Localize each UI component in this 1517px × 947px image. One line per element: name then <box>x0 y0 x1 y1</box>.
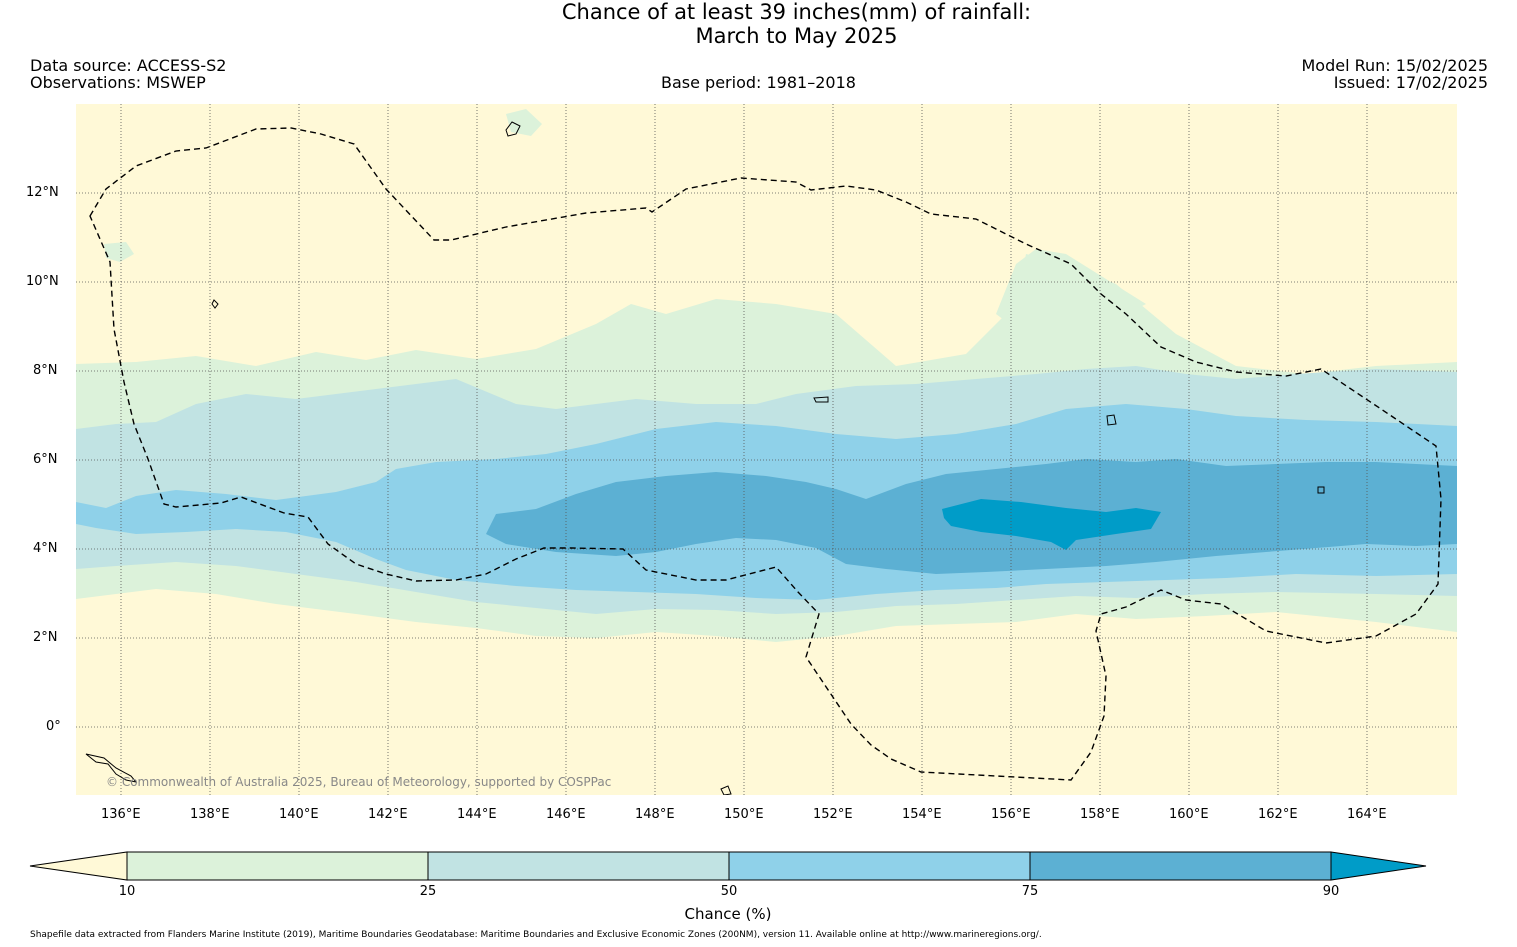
lon-tick-138e: 138°E <box>190 807 230 822</box>
island-guam <box>505 121 521 137</box>
colorbar-below-10 <box>29 851 128 881</box>
colorbar-25-50 <box>427 851 730 881</box>
lat-tick-10n: 10°N <box>26 274 59 289</box>
lon-tick-156e: 156°E <box>991 807 1031 822</box>
lon-tick-148e: 148°E <box>635 807 675 822</box>
island-chuuk <box>813 396 829 403</box>
colorbar-label-25: 25 <box>419 884 437 899</box>
lat-tick-0: 0° <box>46 719 61 734</box>
lon-tick-146e: 146°E <box>546 807 586 822</box>
lat-tick-6n: 6°N <box>33 452 58 467</box>
island-yap <box>211 299 219 309</box>
base-period-label: Base period: 1981–2018 <box>661 73 856 92</box>
colorbar-label-90: 90 <box>1322 884 1340 899</box>
lon-tick-150e: 150°E <box>724 807 764 822</box>
copyright-notice: © Commonwealth of Australia 2025, Bureau… <box>106 775 612 789</box>
island-south <box>720 785 732 795</box>
colorbar-label-10: 10 <box>118 884 136 899</box>
shapefile-credit: Shapefile data extracted from Flanders M… <box>30 930 1042 940</box>
eez-boundary-line <box>89 127 1442 781</box>
lon-tick-154e: 154°E <box>902 807 942 822</box>
colorbar-75-90 <box>1029 851 1332 881</box>
colorbar-10-25 <box>126 851 429 881</box>
band-10-25-island-blob <box>506 109 542 136</box>
lon-tick-142e: 142°E <box>368 807 408 822</box>
colorbar-label-50: 50 <box>720 884 738 899</box>
lon-tick-140e: 140°E <box>279 807 319 822</box>
lon-tick-152e: 152°E <box>813 807 853 822</box>
data-source-label: Data source: ACCESS-S2 <box>30 56 227 75</box>
colorbar-label-75: 75 <box>1021 884 1039 899</box>
map-gridlines <box>76 104 1457 795</box>
lat-tick-12n: 12°N <box>26 185 59 200</box>
island-kosrae <box>1317 486 1325 494</box>
model-run-label: Model Run: 15/02/2025 <box>1301 56 1489 75</box>
colorbar-above-90 <box>1330 851 1427 881</box>
island-nw <box>85 753 138 783</box>
lat-tick-8n: 8°N <box>33 363 58 378</box>
map-title-line2: March to May 2025 <box>695 24 898 48</box>
issued-label: Issued: 17/02/2025 <box>1333 73 1488 92</box>
lon-tick-158e: 158°E <box>1080 807 1120 822</box>
observations-label: Observations: MSWEP <box>30 73 206 92</box>
lon-tick-144e: 144°E <box>457 807 497 822</box>
colorbar-50-75 <box>728 851 1031 881</box>
lon-tick-136e: 136°E <box>101 807 141 822</box>
colorbar-title: Chance (%) <box>684 905 772 923</box>
lon-tick-160e: 160°E <box>1169 807 1209 822</box>
colorbar <box>29 851 1427 881</box>
island-pohnpei <box>1106 414 1117 426</box>
band-10-25-north-blob <box>996 249 1146 344</box>
lon-tick-162e: 162°E <box>1258 807 1298 822</box>
map-title-line1: Chance of at least 39 inches(mm) of rain… <box>561 0 1032 24</box>
band-above-90 <box>942 499 1161 550</box>
lat-tick-2n: 2°N <box>33 630 58 645</box>
islands <box>85 121 1325 795</box>
band-10-25-west-blob <box>104 242 134 262</box>
lat-tick-4n: 4°N <box>33 541 58 556</box>
lon-tick-164e: 164°E <box>1347 807 1387 822</box>
rainfall-probability-map <box>76 104 1457 795</box>
